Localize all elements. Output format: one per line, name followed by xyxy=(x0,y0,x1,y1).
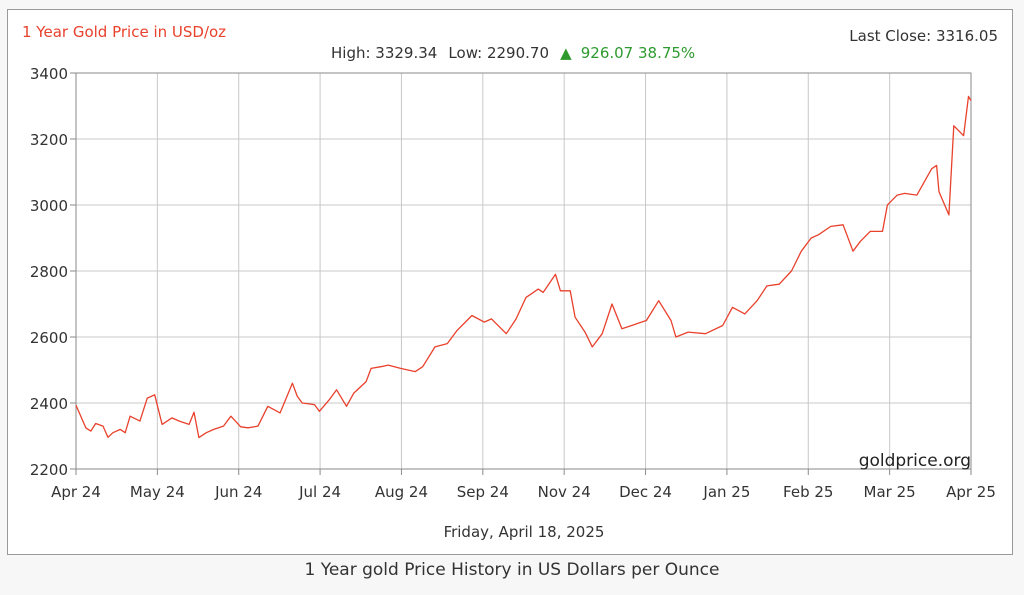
y-tick-label: 2400 xyxy=(30,395,68,413)
date-label: Friday, April 18, 2025 xyxy=(444,523,605,541)
y-tick-label: 2200 xyxy=(30,461,68,479)
x-tick-label: Aug 24 xyxy=(375,483,428,501)
y-tick-label: 2600 xyxy=(30,329,68,347)
x-tick-label: Apr 25 xyxy=(946,483,996,501)
high-value: High: 3329.34 xyxy=(331,44,437,62)
chart-title: 1 Year Gold Price in USD/oz xyxy=(22,23,226,41)
up-arrow-icon: ▲ xyxy=(560,44,572,62)
x-tick-label: Dec 24 xyxy=(619,483,672,501)
chart-caption: 1 Year gold Price History in US Dollars … xyxy=(304,560,720,580)
x-axis-ticks: Apr 24 May 24 Jun 24 Jul 24 Aug 24 Sep 24 Nov … xyxy=(51,469,996,501)
x-tick-label: Nov 24 xyxy=(538,483,591,501)
grid-lines xyxy=(75,72,972,470)
x-tick-label: Mar 25 xyxy=(864,483,916,501)
x-tick-label: May 24 xyxy=(130,483,185,501)
x-tick-label: Feb 25 xyxy=(783,483,833,501)
low-value: Low: 2290.70 xyxy=(448,44,549,62)
y-axis-ticks: 2200 2400 2600 2800 3000 3200 3400 xyxy=(30,65,76,479)
last-close-label: Last Close: 3316.05 xyxy=(849,27,998,45)
x-tick-label: Jan 25 xyxy=(702,483,750,501)
x-tick-label: Jul 24 xyxy=(298,483,341,501)
price-series-line xyxy=(75,95,972,439)
x-tick-label: Jun 24 xyxy=(214,483,262,501)
y-tick-label: 2800 xyxy=(30,263,68,281)
y-tick-label: 3000 xyxy=(30,197,68,215)
y-tick-label: 3400 xyxy=(30,65,68,83)
change-value: 926.07 38.75% xyxy=(581,44,695,62)
gold-price-chart: 2200 2400 2600 2800 3000 3200 3400 Apr 24 May 2… xyxy=(22,23,998,541)
stats-line: High: 3329.34 Low: 2290.70 ▲ 926.07 38.7… xyxy=(331,43,695,62)
y-tick-label: 3200 xyxy=(30,131,68,149)
x-tick-label: Apr 24 xyxy=(51,483,101,501)
x-tick-label: Sep 24 xyxy=(457,483,509,501)
watermark: goldprice.org xyxy=(859,451,971,471)
chart-frame: 2200 2400 2600 2800 3000 3200 3400 Apr 24 May 2… xyxy=(7,9,1013,555)
